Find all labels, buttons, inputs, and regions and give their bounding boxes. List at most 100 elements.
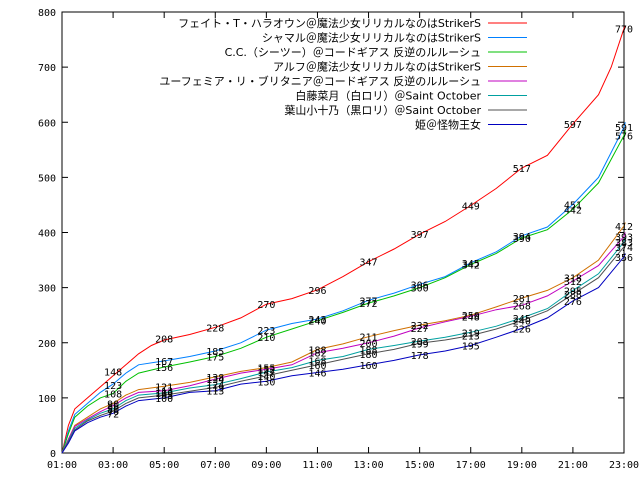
data-label: 203 xyxy=(411,337,429,348)
data-label: 113 xyxy=(206,387,224,398)
data-label: 347 xyxy=(360,258,378,269)
legend-label-7: 葉山小十乃（黒ロリ）＠Saint October xyxy=(284,103,481,117)
x-tick-label: 23:00 xyxy=(609,460,639,471)
data-label: 124 xyxy=(206,381,224,392)
data-label: 228 xyxy=(206,323,224,334)
data-label: 160 xyxy=(308,361,326,372)
legend-label-3: C.C.（シーツー）＠コードギアス 反逆のルルーシュ xyxy=(225,45,481,59)
data-label: 211 xyxy=(360,333,378,344)
data-label: 306 xyxy=(411,280,429,291)
data-label: 119 xyxy=(206,383,224,394)
x-tick-label: 21:00 xyxy=(558,460,588,471)
data-label: 295 xyxy=(564,286,582,297)
data-label: 199 xyxy=(411,339,429,350)
data-label: 178 xyxy=(411,351,429,362)
x-tick-label: 13:00 xyxy=(353,460,383,471)
data-label: 155 xyxy=(257,364,275,375)
data-label: 312 xyxy=(564,277,582,288)
x-tick-label: 03:00 xyxy=(98,460,128,471)
series-line-7 xyxy=(61,243,626,454)
data-label: 393 xyxy=(615,232,633,243)
data-label: 240 xyxy=(513,317,531,328)
data-label: 72 xyxy=(107,409,119,420)
data-label: 188 xyxy=(360,345,378,356)
data-label: 167 xyxy=(155,357,173,368)
x-axis: 01:00 03:00 05:00 07:00 09:00 11:00 13:00 15:00… xyxy=(47,12,639,471)
series-line-2 xyxy=(61,122,626,454)
data-label: 188 xyxy=(308,345,326,356)
data-label: 232 xyxy=(411,321,429,332)
data-label: 175 xyxy=(206,353,224,364)
data-label: 105 xyxy=(155,391,173,402)
x-tick-label: 07:00 xyxy=(200,460,230,471)
data-label: 276 xyxy=(564,297,582,308)
y-tick-label: 200 xyxy=(38,339,56,350)
series-lines xyxy=(61,25,626,454)
data-label: 180 xyxy=(360,350,378,361)
series-line-1 xyxy=(61,25,626,454)
data-label: 108 xyxy=(104,389,122,400)
data-label: 140 xyxy=(257,372,275,383)
data-label: 300 xyxy=(411,284,429,295)
data-label: 356 xyxy=(615,253,633,264)
x-tick-label: 01:00 xyxy=(47,460,77,471)
legend-label-6: 白藤菜月（白ロリ）＠Saint October xyxy=(295,89,481,103)
data-label: 113 xyxy=(155,387,173,398)
x-tick-label: 19:00 xyxy=(507,460,537,471)
data-label: 277 xyxy=(360,296,378,307)
data-label: 451 xyxy=(564,200,582,211)
data-label: 240 xyxy=(308,317,326,328)
y-tick-label: 100 xyxy=(38,394,56,405)
data-label: 86 xyxy=(107,402,119,413)
data-label: 248 xyxy=(462,312,480,323)
data-label: 442 xyxy=(564,205,582,216)
y-tick-label: 800 xyxy=(38,8,56,19)
data-label: 412 xyxy=(615,222,633,233)
data-label: 210 xyxy=(257,333,275,344)
data-label: 80 xyxy=(107,405,119,416)
data-label: 245 xyxy=(513,314,531,325)
data-label: 342 xyxy=(462,260,480,271)
data-label: 223 xyxy=(257,326,275,337)
data-label: 208 xyxy=(155,334,173,345)
data-label: 152 xyxy=(257,365,275,376)
data-label: 76 xyxy=(107,407,119,418)
data-label: 200 xyxy=(360,339,378,350)
data-label: 156 xyxy=(155,363,173,374)
data-label: 268 xyxy=(513,301,531,312)
data-label: 226 xyxy=(513,324,531,335)
data-label: 90 xyxy=(107,399,119,410)
data-label: 195 xyxy=(462,342,480,353)
x-tick-label: 11:00 xyxy=(302,460,332,471)
data-label: 134 xyxy=(206,375,224,386)
data-label: 213 xyxy=(462,332,480,343)
data-label: 168 xyxy=(308,356,326,367)
y-tick-label: 500 xyxy=(38,173,56,184)
legend-label-1: フェイト・T・ハラオウン＠魔法少女リリカルなのはStrikerS xyxy=(178,16,481,30)
y-tick-label: 700 xyxy=(38,63,56,74)
data-label: 100 xyxy=(155,394,173,405)
data-label: 147 xyxy=(257,368,275,379)
data-label: 109 xyxy=(155,389,173,400)
series-line-6 xyxy=(61,237,626,454)
data-label: 185 xyxy=(206,347,224,358)
y-tick-label: 0 xyxy=(50,449,56,460)
legend-label-4: アルフ＠魔法少女リリカルなのはStrikerS xyxy=(273,60,481,74)
series-line-5 xyxy=(61,232,626,454)
data-label: 148 xyxy=(104,367,122,378)
data-label: 383 xyxy=(615,238,633,249)
y-tick-label: 600 xyxy=(38,118,56,129)
x-tick-label: 17:00 xyxy=(456,460,486,471)
data-label: 591 xyxy=(615,123,633,134)
x-tick-label: 05:00 xyxy=(149,460,179,471)
data-label: 281 xyxy=(513,294,531,305)
data-label: 390 xyxy=(513,234,531,245)
data-label: 576 xyxy=(615,131,633,142)
data-label: 770 xyxy=(615,25,633,36)
data-label: 270 xyxy=(257,300,275,311)
series-line-8 xyxy=(61,253,626,454)
data-label: 597 xyxy=(564,120,582,131)
data-label: 288 xyxy=(564,290,582,301)
legend: フェイト・T・ハラオウン＠魔法少女リリカルなのはStrikerSシャマル＠魔法少… xyxy=(159,16,527,132)
